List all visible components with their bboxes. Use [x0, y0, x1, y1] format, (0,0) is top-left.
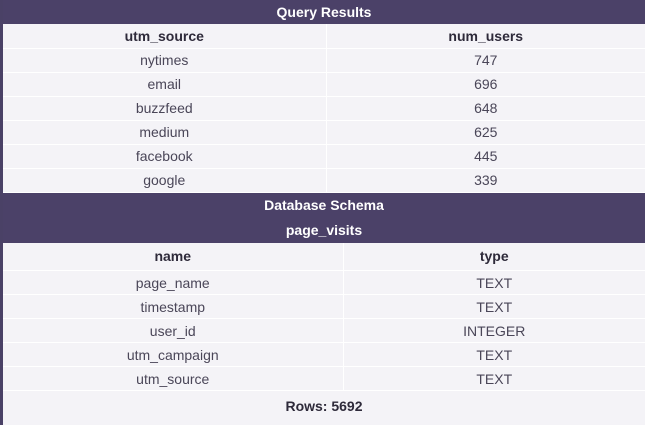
cell-column-type: INTEGER: [343, 318, 645, 343]
database-schema-title: Database Schema: [264, 196, 384, 213]
database-schema-header: Database Schema: [3, 192, 645, 217]
column-header-name: name: [3, 242, 344, 271]
cell-utm-source: medium: [3, 120, 327, 145]
cell-num-users: 445: [326, 144, 645, 169]
cell-utm-source: facebook: [3, 144, 327, 169]
table-row: nytimes 747: [3, 48, 645, 73]
query-results-title: Query Results: [276, 4, 372, 20]
table-header-row: name type: [3, 242, 645, 271]
cell-num-users: 339: [326, 168, 645, 193]
cell-column-type: TEXT: [343, 270, 645, 295]
query-results-table: utm_source num_users nytimes 747 email 6…: [3, 24, 645, 193]
cell-num-users: 747: [326, 48, 645, 73]
column-header-type: type: [343, 242, 645, 271]
cell-column-name: utm_source: [3, 366, 344, 391]
schema-table: name type page_name TEXT timestamp TEXT …: [3, 242, 645, 391]
table-row: facebook 445: [3, 144, 645, 169]
table-row: timestamp TEXT: [3, 294, 645, 319]
table-row: email 696: [3, 72, 645, 97]
cell-utm-source: email: [3, 72, 327, 97]
table-row: utm_campaign TEXT: [3, 342, 645, 367]
table-row: user_id INTEGER: [3, 318, 645, 343]
cell-column-type: TEXT: [343, 366, 645, 391]
cell-column-name: timestamp: [3, 294, 344, 319]
cell-num-users: 648: [326, 96, 645, 121]
cell-column-name: user_id: [3, 318, 344, 343]
query-results-header: Query Results: [3, 0, 645, 24]
row-count: Rows: 5692: [285, 398, 363, 414]
table-row: buzzfeed 648: [3, 96, 645, 121]
column-header-num-users: num_users: [326, 24, 645, 49]
cell-utm-source: google: [3, 168, 327, 193]
table-row: medium 625: [3, 120, 645, 145]
table-header-row: utm_source num_users: [3, 24, 645, 49]
cell-utm-source: nytimes: [3, 48, 327, 73]
cell-num-users: 625: [326, 120, 645, 145]
cell-utm-source: buzzfeed: [3, 96, 327, 121]
schema-table-name-header: page_visits: [3, 216, 645, 243]
cell-column-name: page_name: [3, 270, 344, 295]
cell-column-type: TEXT: [343, 342, 645, 367]
table-row: google 339: [3, 168, 645, 193]
table-row: utm_source TEXT: [3, 366, 645, 391]
table-row: page_name TEXT: [3, 270, 645, 295]
cell-num-users: 696: [326, 72, 645, 97]
cell-column-type: TEXT: [343, 294, 645, 319]
cell-column-name: utm_campaign: [3, 342, 344, 367]
column-header-utm-source: utm_source: [3, 24, 327, 49]
schema-table-name: page_visits: [285, 221, 363, 238]
